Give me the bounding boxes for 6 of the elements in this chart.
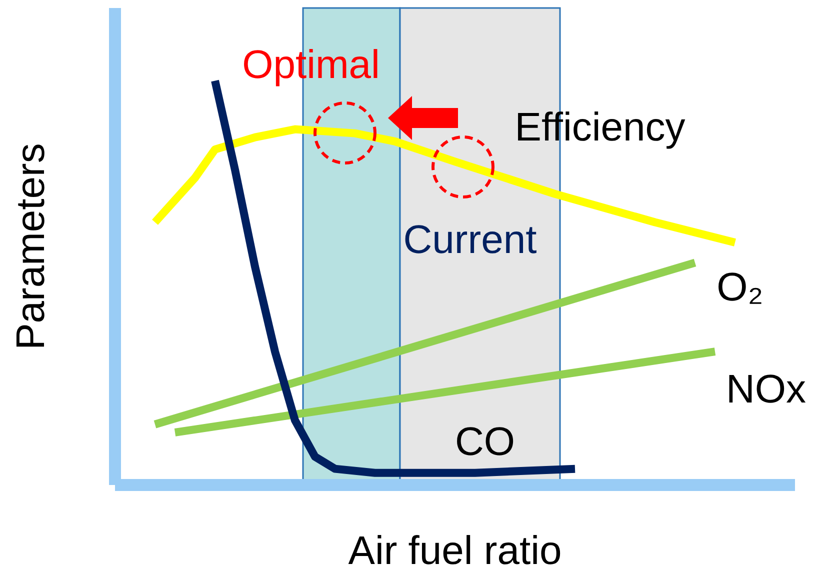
series-label: O₂ (716, 266, 764, 310)
series-label: CO (455, 420, 515, 464)
y-axis-title: Parameters (9, 143, 54, 350)
x-axis-title: Air fuel ratio (348, 529, 562, 566)
series-label: NOx (726, 368, 806, 412)
annotation: Current (403, 218, 537, 262)
